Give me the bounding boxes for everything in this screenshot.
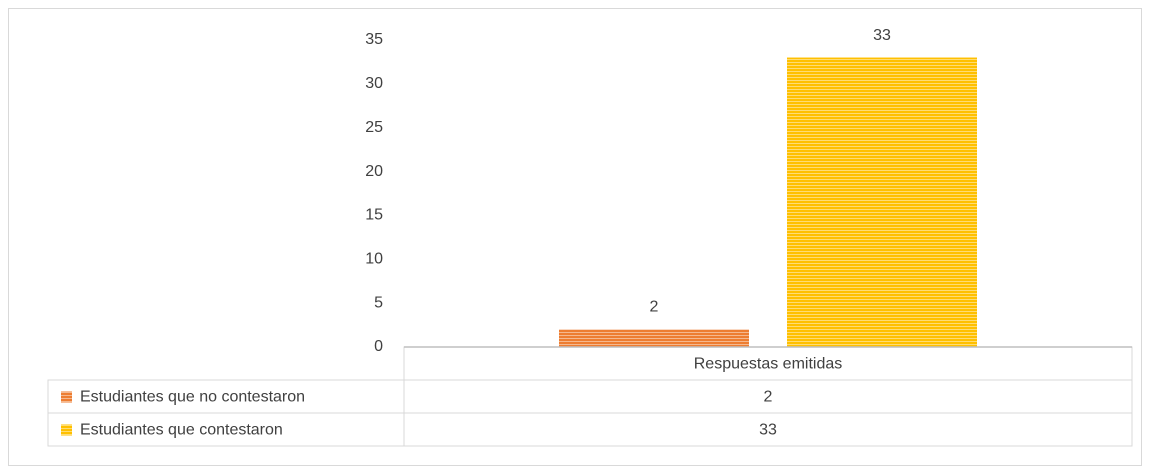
data-label: 2 <box>650 299 659 316</box>
y-tick-label: 20 <box>365 163 383 180</box>
y-tick-label: 30 <box>365 75 383 92</box>
table-header: Respuestas emitidas <box>694 356 843 373</box>
y-tick-label: 0 <box>374 338 383 355</box>
bar <box>559 329 749 347</box>
table-value: 2 <box>764 389 773 406</box>
legend-key <box>61 424 72 436</box>
bar <box>787 57 977 348</box>
y-tick-label: 10 <box>365 251 383 268</box>
y-tick-label: 5 <box>374 294 383 311</box>
legend-label: Estudiantes que contestaron <box>80 422 283 439</box>
y-tick-label: 15 <box>365 207 383 224</box>
y-tick-label: 35 <box>365 31 383 48</box>
table-value: 33 <box>759 422 777 439</box>
legend-key <box>61 391 72 403</box>
data-label: 33 <box>873 27 891 44</box>
table-cell <box>47 412 405 447</box>
y-tick-label: 25 <box>365 119 383 136</box>
legend-label: Estudiantes que no contestaron <box>80 389 305 406</box>
